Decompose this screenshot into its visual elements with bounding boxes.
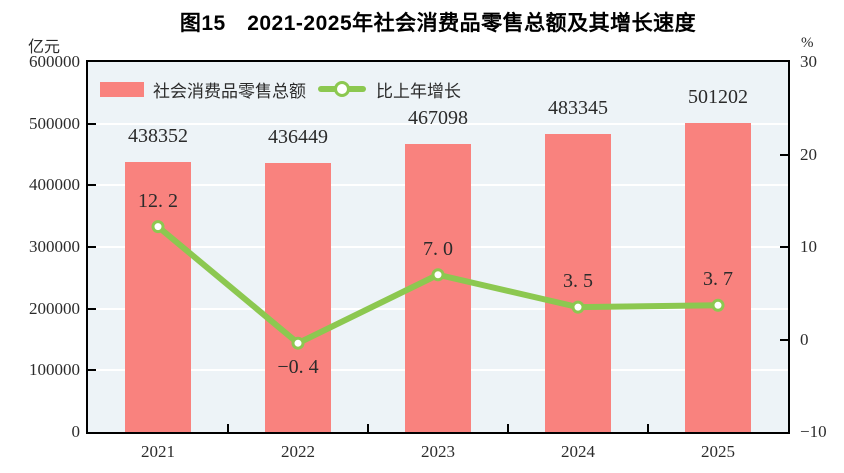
x-axis-tick — [647, 424, 649, 432]
bar-2021 — [125, 161, 191, 432]
right-axis-tick — [780, 153, 788, 156]
line-point-marker-2022 — [291, 336, 305, 350]
x-axis-tick — [507, 424, 509, 432]
left-axis-tick — [88, 369, 96, 372]
legend-bar-swatch-icon — [100, 81, 144, 97]
bar-value-label-2023: 467098 — [408, 106, 468, 129]
line-value-label-2022: −0. 4 — [277, 356, 319, 379]
left-axis-tick — [88, 122, 96, 125]
plot-area: 社会消费品零售总额 比上年增长 438352 436449 467098 483345… — [86, 60, 790, 434]
x-axis-tick — [367, 424, 369, 432]
left-axis-unit-label: 亿元 — [28, 39, 61, 56]
gridline — [88, 122, 788, 125]
y-axis-left-label: 500000 — [29, 113, 80, 133]
right-axis-tick — [780, 246, 788, 248]
legend-line-label: 比上年增长 — [376, 81, 461, 101]
bar-value-label-2025: 501202 — [688, 85, 748, 108]
y-axis-left-label: 200000 — [29, 298, 80, 318]
legend: 社会消费品零售总额 比上年增长 — [100, 78, 461, 101]
y-axis-left-label: 300000 — [29, 237, 80, 256]
line-value-label-2023: 7. 0 — [423, 237, 453, 260]
growth-line-layer — [151, 220, 725, 350]
y-axis-left-label: 100000 — [29, 360, 80, 380]
bar-value-label-2022: 436449 — [268, 125, 328, 148]
line-point-marker-2024 — [571, 300, 585, 314]
left-axis-tick — [88, 184, 96, 187]
chart-title: 图15 2021-2025年社会消费品零售总额及其增长速度 — [179, 12, 697, 35]
line-point-marker-2025 — [711, 298, 725, 312]
line-value-label-2025: 3. 7 — [703, 268, 733, 291]
line-value-label-2024: 3. 5 — [563, 270, 593, 293]
x-axis-label-2023: 2023 — [421, 442, 455, 461]
bar-2022 — [265, 162, 331, 432]
y-axis-right-label: 0 — [800, 329, 809, 349]
line-point-marker-2023 — [431, 268, 445, 282]
x-axis-label-2021: 2021 — [141, 442, 175, 461]
legend-bar-label: 社会消费品零售总额 — [153, 81, 306, 101]
bar-2025 — [685, 122, 751, 432]
y-axis-right-label: −10 — [800, 422, 827, 441]
x-axis-label-2022: 2022 — [281, 442, 315, 461]
right-axis-tick — [780, 338, 788, 341]
y-axis-right-label: 20 — [800, 144, 817, 164]
line-point-marker-2021 — [151, 220, 165, 234]
y-axis-left-label: 600000 — [29, 52, 80, 71]
left-axis-tick — [88, 246, 96, 248]
y-axis-right-label: 10 — [800, 237, 817, 256]
x-axis-label-2025: 2025 — [701, 442, 735, 461]
y-axis-left-label: 0 — [71, 422, 81, 441]
x-axis-tick — [227, 424, 229, 432]
bar-2024 — [545, 133, 611, 432]
right-axis-unit-label: % — [801, 35, 814, 51]
line-value-label-2021: 12. 2 — [138, 189, 178, 212]
bar-value-label-2021: 438352 — [128, 124, 188, 147]
left-axis-tick — [88, 307, 96, 310]
bar-value-label-2024: 483345 — [548, 96, 608, 119]
y-axis-left-label: 400000 — [29, 175, 80, 195]
y-axis-right-label: 30 — [800, 52, 817, 71]
legend-line-sample-icon — [318, 81, 366, 97]
x-axis-label-2024: 2024 — [561, 442, 595, 461]
legend-line-marker-icon — [334, 81, 350, 97]
